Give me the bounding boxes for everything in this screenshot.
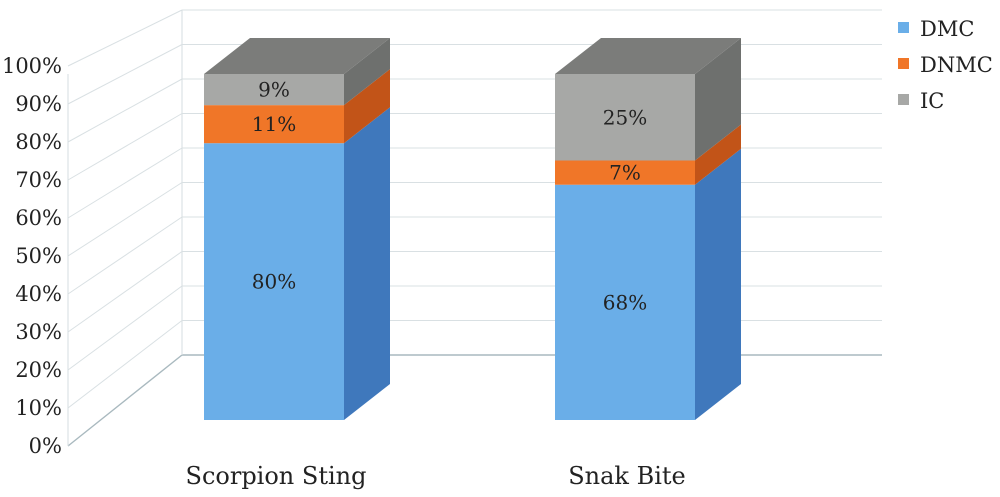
legend: DMC DNMC IC <box>898 17 993 113</box>
gridline-side <box>67 147 183 219</box>
floor-side-edge <box>67 354 183 447</box>
x-category-label: Snak Bite <box>568 462 686 490</box>
bar-side-dnmc <box>344 69 390 144</box>
data-label-dmc: 80% <box>252 270 296 294</box>
bar-segment-dmc <box>204 143 344 420</box>
y-tick-label: 20% <box>15 358 62 382</box>
legend-label-dnmc: DNMC <box>920 53 993 77</box>
y-tick-label: 50% <box>15 244 62 268</box>
gridline-side <box>67 113 183 181</box>
data-label-dnmc: 11% <box>252 112 296 136</box>
bar-top-face <box>555 38 741 74</box>
legend-swatch-dmc <box>898 22 909 33</box>
legend-label-ic: IC <box>920 89 944 113</box>
bar-side-dmc <box>695 148 741 420</box>
gridline-side <box>67 216 183 295</box>
data-label-dnmc: 7% <box>609 161 641 185</box>
y-tick-label: 80% <box>15 130 62 154</box>
x-axis-labels: Scorpion Sting Snak Bite <box>186 462 686 490</box>
legend-swatch-dnmc <box>898 58 909 69</box>
gridline-side <box>67 9 183 67</box>
y-tick-label: 90% <box>15 92 62 116</box>
gridline-side <box>67 78 183 143</box>
gridline-side <box>67 320 183 409</box>
bar-segment-dnmc <box>204 105 344 144</box>
y-tick-label: 0% <box>29 434 62 458</box>
bar-side-ic <box>695 38 741 161</box>
gridline-side <box>67 44 183 105</box>
data-label-ic: 25% <box>603 105 647 129</box>
x-category-label: Scorpion Sting <box>186 462 367 490</box>
y-tick-label: 60% <box>15 206 62 230</box>
legend-swatch-ic <box>898 94 909 105</box>
floor <box>68 355 882 446</box>
bar-side-dmc <box>344 107 390 420</box>
bar-segment-ic <box>204 74 344 106</box>
bar-segment-dmc <box>555 184 695 420</box>
y-tick-label: 70% <box>15 168 62 192</box>
y-tick-label: 30% <box>15 320 62 344</box>
y-axis-ticks: 0% 10% 20% 30% 40% 50% 60% 70% 80% 90% 100% <box>2 54 62 458</box>
data-label-dmc: 68% <box>603 290 647 314</box>
data-label-ic: 9% <box>258 78 290 102</box>
y-tick-label: 10% <box>15 396 62 420</box>
bar-top-face <box>204 38 390 74</box>
legend-label-dmc: DMC <box>920 17 974 41</box>
bar-side-dnmc <box>695 124 741 185</box>
gridlines <box>67 9 882 409</box>
data-labels: 80% 11% 9% 68% 7% 25% <box>252 78 647 315</box>
bars <box>204 38 741 420</box>
y-tick-label: 100% <box>2 54 62 78</box>
bar-segment-ic <box>555 74 695 161</box>
gridline-side <box>67 251 183 333</box>
gridline-side <box>67 182 183 257</box>
bar-side-ic <box>344 38 390 106</box>
bar-segment-dnmc <box>555 160 695 185</box>
chart-walls <box>67 10 882 447</box>
gridline-side <box>67 285 183 371</box>
y-tick-label: 40% <box>15 282 62 306</box>
